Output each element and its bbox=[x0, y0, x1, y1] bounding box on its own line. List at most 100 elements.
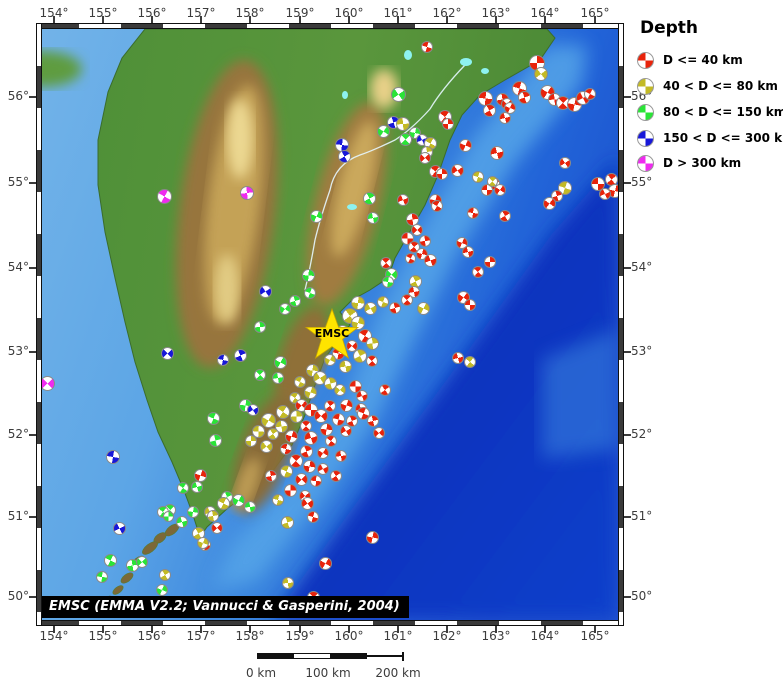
axis-label: 52° bbox=[7, 427, 29, 441]
focal-mechanism-beachball bbox=[367, 212, 379, 224]
focal-mechanism-beachball bbox=[482, 103, 496, 117]
focal-mechanism-beachball bbox=[396, 117, 410, 131]
focal-mechanism-beachball bbox=[362, 191, 376, 205]
axis-tick bbox=[29, 96, 36, 98]
focal-mechanism-beachball bbox=[401, 294, 413, 306]
scale-label: 100 km bbox=[305, 666, 351, 680]
focal-mechanism-beachball bbox=[272, 494, 284, 506]
focal-mechanism-beachball bbox=[494, 184, 506, 196]
focal-mechanism-beachball bbox=[380, 257, 392, 269]
focal-mechanism-beachball bbox=[458, 138, 472, 152]
focal-mechanism-beachball bbox=[309, 209, 323, 223]
map-frame-bottom bbox=[36, 620, 624, 626]
focal-mechanism-beachball bbox=[490, 146, 504, 160]
focal-mechanism-beachball bbox=[244, 501, 256, 513]
axis-tick bbox=[624, 516, 631, 518]
beachball-legend-icon bbox=[637, 78, 654, 95]
focal-mechanism-beachball bbox=[397, 194, 409, 206]
focal-mechanism-beachball bbox=[431, 200, 443, 212]
axis-tick bbox=[495, 16, 497, 23]
focal-mechanism-beachball bbox=[324, 354, 336, 366]
focal-mechanism-beachball bbox=[379, 384, 391, 396]
axis-label: 55° bbox=[631, 175, 653, 189]
focal-mechanism-beachball bbox=[323, 376, 337, 390]
focal-mechanism-beachball bbox=[421, 41, 433, 53]
focal-mechanism-beachball bbox=[310, 475, 322, 487]
focal-mechanism-beachball bbox=[193, 468, 207, 482]
focal-mechanism-beachball bbox=[499, 112, 511, 124]
focal-mechanism-beachball bbox=[504, 102, 516, 114]
axis-label: 54° bbox=[7, 260, 29, 274]
focal-mechanism-beachball bbox=[247, 404, 259, 416]
focal-mechanism-beachball bbox=[207, 510, 219, 522]
focal-mechanism-beachball bbox=[423, 253, 437, 267]
focal-mechanism-beachball bbox=[542, 196, 556, 210]
focal-mechanism-beachball bbox=[112, 521, 126, 535]
axis-label: 155° bbox=[88, 6, 118, 20]
map-scale-bar: 0 km 100 km 200 km bbox=[246, 652, 421, 683]
focal-mechanism-beachball bbox=[376, 124, 390, 138]
focal-mechanism-beachball bbox=[96, 571, 108, 583]
axis-label: 51° bbox=[7, 509, 29, 523]
focal-mechanism-beachball bbox=[265, 470, 277, 482]
focal-mechanism-beachball bbox=[584, 88, 596, 100]
axis-tick bbox=[29, 267, 36, 269]
focal-mechanism-beachball bbox=[339, 398, 353, 412]
focal-mechanism-beachball bbox=[331, 412, 345, 426]
focal-mechanism-beachball bbox=[279, 464, 293, 478]
axis-label: 158° bbox=[235, 629, 265, 643]
axis-tick bbox=[624, 182, 631, 184]
axis-label: 53° bbox=[7, 344, 29, 358]
axis-tick bbox=[29, 516, 36, 518]
focal-mechanism-beachball bbox=[363, 301, 377, 315]
beachball-legend-icon bbox=[637, 155, 654, 172]
focal-mechanism-beachball bbox=[353, 349, 367, 363]
axis-tick bbox=[53, 16, 55, 23]
map-frame-top bbox=[36, 23, 624, 29]
focal-mechanism-beachball bbox=[280, 515, 294, 529]
scale-segment bbox=[257, 653, 294, 659]
axis-label: 164° bbox=[530, 629, 560, 643]
axis-tick bbox=[249, 626, 251, 633]
focal-mechanism-beachball bbox=[245, 435, 257, 447]
axis-label: 54° bbox=[631, 260, 653, 274]
focal-mechanism-beachball bbox=[299, 444, 313, 458]
focal-mechanism-beachball bbox=[319, 422, 333, 436]
focal-mechanism-beachball bbox=[464, 299, 476, 311]
axis-tick bbox=[29, 351, 36, 353]
focal-mechanism-beachball bbox=[330, 470, 342, 482]
axis-label: 155° bbox=[88, 629, 118, 643]
emsc-star-label: EMSC bbox=[315, 327, 349, 340]
axis-label: 159° bbox=[285, 6, 315, 20]
axis-label: 162° bbox=[432, 6, 462, 20]
axis-tick bbox=[446, 626, 448, 633]
focal-mechanism-beachball bbox=[318, 556, 332, 570]
focal-mechanism-beachball bbox=[280, 443, 292, 455]
scale-segment bbox=[293, 653, 331, 659]
focal-mechanism-beachball bbox=[191, 481, 203, 493]
scale-segment bbox=[330, 653, 367, 659]
beachball-legend-icon bbox=[637, 52, 654, 69]
focal-mechanism-beachball bbox=[317, 447, 329, 459]
focal-mechanism-beachball bbox=[346, 415, 358, 427]
legend-item-label: D > 300 km bbox=[663, 156, 742, 170]
axis-tick bbox=[53, 626, 55, 633]
focal-mechanism-beachball bbox=[366, 355, 378, 367]
focal-mechanism-beachball bbox=[367, 415, 379, 427]
focal-mechanism-beachball bbox=[591, 177, 605, 191]
axis-label: 160° bbox=[334, 629, 364, 643]
axis-label: 157° bbox=[186, 6, 216, 20]
focal-mechanism-beachball bbox=[356, 390, 368, 402]
focal-mechanism-beachball bbox=[206, 411, 220, 425]
focal-mechanism-beachball bbox=[217, 354, 229, 366]
focal-mechanism-beachball bbox=[254, 321, 266, 333]
axis-tick bbox=[624, 351, 631, 353]
scale-label: 0 km bbox=[245, 666, 277, 680]
focal-mechanism-beachball bbox=[258, 284, 272, 298]
focal-mechanism-beachball bbox=[467, 207, 479, 219]
axis-label: 161° bbox=[383, 629, 413, 643]
axis-label: 52° bbox=[631, 427, 653, 441]
focal-mechanism-beachball bbox=[284, 429, 298, 443]
focal-mechanism-beachball bbox=[301, 268, 315, 282]
focal-mechanism-beachball bbox=[240, 186, 254, 200]
